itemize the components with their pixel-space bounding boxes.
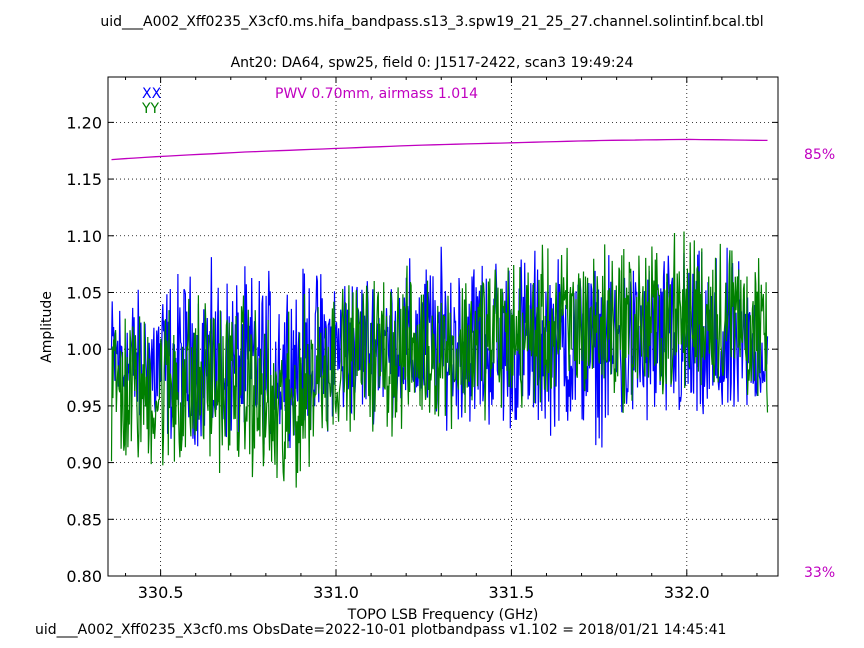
y-axis-label: Amplitude <box>39 291 55 363</box>
x-axis-label: TOPO LSB Frequency (GHz) <box>347 607 539 623</box>
plot-frame <box>107 76 779 577</box>
axis-ticks <box>108 77 778 577</box>
y-tick-labels: 0.80 0.85 0.90 0.95 1.00 1.05 1.10 1.15 1.20 <box>66 113 102 586</box>
x-tick-label: 331.0 <box>313 583 359 602</box>
plot-title: uid___A002_Xff0235_X3cf0.ms.hifa_bandpas… <box>100 14 764 30</box>
y-tick-label: 1.05 <box>66 283 102 302</box>
y-tick-label: 0.85 <box>66 510 102 529</box>
y-tick-label: 1.20 <box>66 113 102 132</box>
plot-subtitle: Ant20: DA64, spw25, field 0: J1517-2422,… <box>230 55 634 71</box>
legend-xx-label: XX <box>142 86 162 102</box>
y-tick-label: 0.80 <box>66 567 102 586</box>
y-tick-label: 1.00 <box>66 340 102 359</box>
atm-scale-bottom-label: 33% <box>804 565 835 581</box>
y-tick-label: 0.95 <box>66 397 102 416</box>
plot-footer: uid___A002_Xff0235_X3cf0.ms ObsDate=2022… <box>35 622 727 638</box>
y-tick-label: 1.10 <box>66 227 102 246</box>
x-tick-labels: 330.5 331.0 331.5 332.0 <box>138 583 710 602</box>
x-tick-label: 332.0 <box>664 583 710 602</box>
pwv-annotation: PWV 0.70mm, airmass 1.014 <box>275 86 478 102</box>
x-tick-label: 331.5 <box>488 583 534 602</box>
y-tick-label: 1.15 <box>66 170 102 189</box>
series-lines <box>110 231 769 488</box>
atm-transmission-line <box>111 138 768 161</box>
y-tick-label: 0.90 <box>66 454 102 473</box>
series-line-yy <box>110 231 769 488</box>
atm-scale-top-label: 85% <box>804 147 835 163</box>
x-tick-label: 330.5 <box>138 583 184 602</box>
legend-yy-label: YY <box>141 101 160 117</box>
